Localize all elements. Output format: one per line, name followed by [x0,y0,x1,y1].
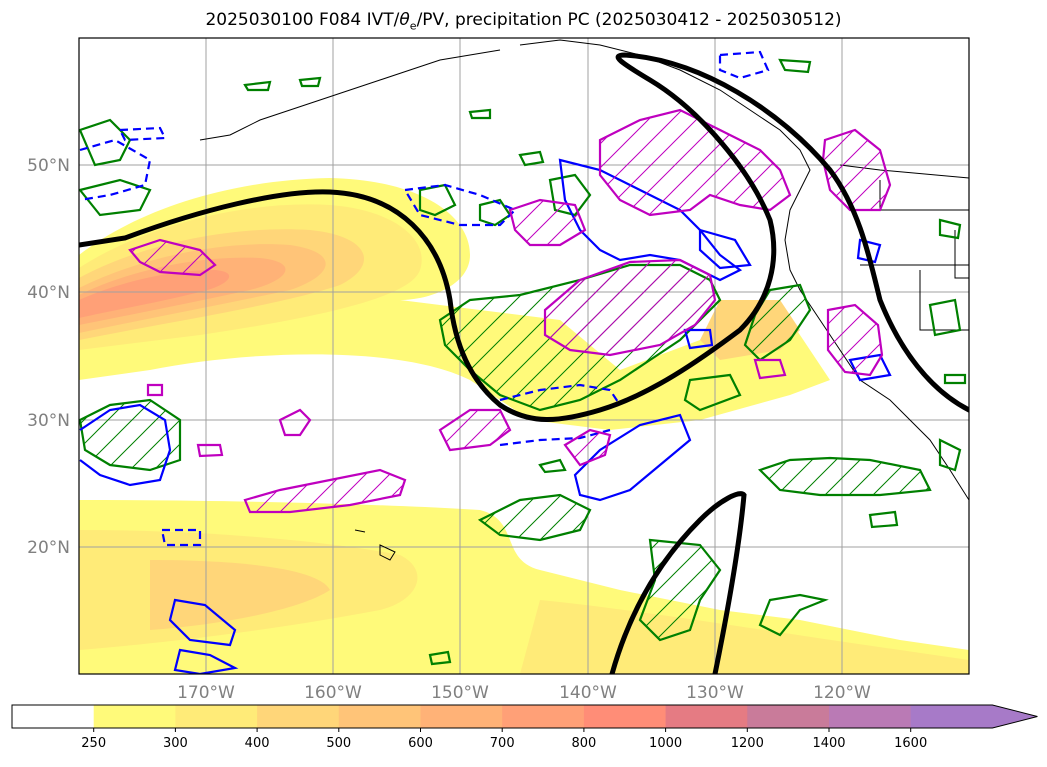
colorbar-cells [11,704,1038,729]
colorbar: 250 300 400 500 600 700 800 1000 1200 1400 1600 [11,704,1038,751]
colorbar-cell [12,705,95,728]
colorbar-tick-label: 600 [408,736,433,751]
colorbar-cell [338,705,421,728]
colorbar-tick-label: 1000 [649,736,682,751]
colorbar-cell [910,705,993,728]
colorbar-cell [175,705,258,728]
lon-tick-label: 170°W [177,683,235,703]
figure-title: 2025030100 F084 IVT/θe/PV, precipitation… [205,10,842,33]
lon-tick-label: 130°W [686,683,744,703]
lat-tick-label: 20°N [27,538,70,558]
lon-tick-label: 160°W [304,683,362,703]
lat-tick-label: 40°N [27,283,70,303]
coastlines [199,39,969,561]
colorbar-tick-label: 250 [81,736,106,751]
lon-tick-label: 140°W [559,683,617,703]
colorbar-tick-label: 1400 [812,736,845,751]
lon-tick-label: 150°W [431,683,489,703]
colorbar-extend-arrow [991,705,1038,728]
colorbar-cell [257,705,340,728]
plot-area [79,38,969,674]
lat-tick-label: 30°N [27,411,70,431]
colorbar-cell [502,705,585,728]
colorbar-tick-label: 1600 [894,736,927,751]
lon-axis: 170°W 160°W 150°W 140°W 130°W 120°W [177,683,871,703]
lat-axis: 50°N 40°N 30°N 20°N [27,156,70,558]
colorbar-tick-label: 800 [571,736,596,751]
colorbar-cell [420,705,503,728]
colorbar-tick-label: 700 [490,736,515,751]
lon-tick-label: 120°W [813,683,871,703]
colorbar-cell [829,705,912,728]
colorbar-outline [11,704,1038,729]
colorbar-cell [747,705,830,728]
lat-tick-label: 50°N [27,156,70,176]
plot-frame [78,37,970,675]
colorbar-labels: 250 300 400 500 600 700 800 1000 1200 1400 1600 [81,728,927,751]
ivt-contours [79,52,969,674]
theta-e-contours [128,108,892,514]
colorbar-cell [583,705,667,728]
colorbar-tick-label: 500 [326,736,351,751]
colorbar-cell [665,705,748,728]
colorbar-cell [93,705,176,728]
colorbar-tick-label: 400 [245,736,270,751]
colorbar-tick-label: 300 [163,736,188,751]
colorbar-tick-label: 1200 [731,736,764,751]
